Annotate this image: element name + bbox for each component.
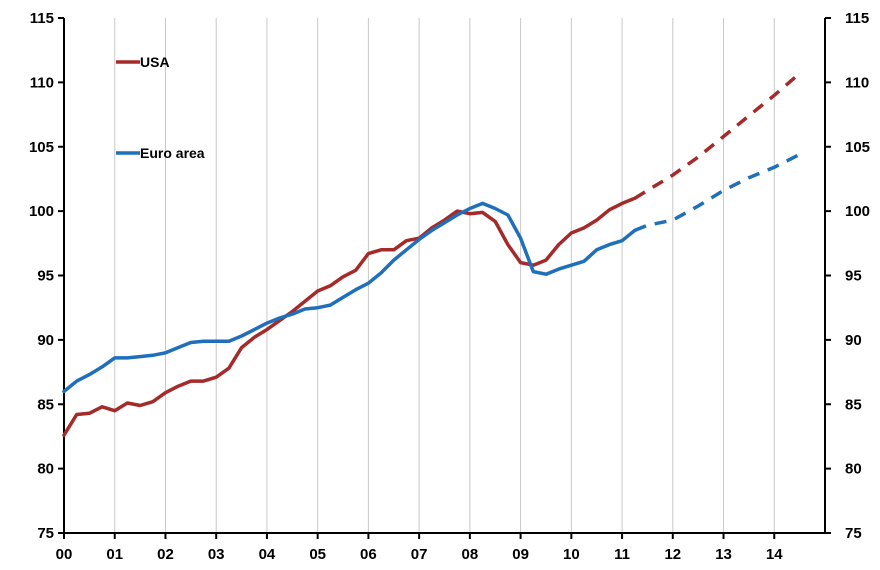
x-tick-label: 01: [106, 546, 123, 563]
vertical-gridlines: [114, 18, 775, 533]
usa-legend-label: USA: [140, 54, 170, 70]
x-tick-label: 14: [766, 546, 783, 563]
x-tick-label: 06: [360, 546, 377, 563]
y-tick-label-right: 90: [845, 332, 862, 349]
y-axis-right-ticks: 75 80 85 90 95 100 105 110 115: [825, 10, 870, 542]
x-tick-label: 12: [664, 546, 681, 563]
x-tick-label: 02: [157, 546, 174, 563]
x-tick-label: 09: [512, 546, 529, 563]
x-tick-label: 10: [563, 546, 580, 563]
y-tick-label-left: 90: [37, 332, 54, 349]
x-tick-label: 11: [614, 546, 630, 563]
y-tick-label-right: 95: [845, 268, 862, 285]
x-tick-label: 05: [309, 546, 326, 563]
y-tick-label-left: 85: [37, 396, 54, 413]
x-tick-label: 03: [208, 546, 225, 563]
y-tick-label-right: 105: [845, 139, 870, 156]
x-tick-label: 13: [715, 546, 732, 563]
y-tick-label-right: 85: [845, 396, 862, 413]
y-tick-label-right: 115: [845, 10, 869, 27]
y-tick-label-left: 110: [30, 74, 54, 91]
x-tick-label: 07: [411, 546, 428, 563]
x-tick-label: 04: [259, 546, 276, 563]
x-tick-label: 08: [462, 546, 479, 563]
euro-area-actual-line: [62, 201, 637, 394]
y-tick-label-right: 80: [845, 461, 862, 478]
series-lines: [62, 72, 801, 437]
y-tick-label-left: 105: [29, 139, 54, 156]
x-axis-ticks: 00 01 02 03 04 05 06 07 08 09 10 11 12 13 14: [56, 533, 783, 563]
y-tick-label-left: 75: [37, 525, 54, 542]
legend: USA Euro area: [116, 54, 205, 161]
y-tick-label-left: 80: [37, 461, 54, 478]
usa-projection-line: [633, 72, 801, 200]
axes: [63, 18, 826, 534]
y-tick-label-left: 100: [29, 203, 54, 220]
y-tick-label-right: 110: [845, 74, 869, 91]
usa-actual-line: [62, 196, 637, 437]
y-tick-label-right: 75: [845, 525, 862, 542]
y-tick-label-right: 100: [845, 203, 870, 220]
y-tick-label-left: 95: [37, 268, 54, 285]
y-axis-left-ticks: 75 80 85 90 95 100 105 110 115: [29, 10, 64, 542]
x-tick-label: 00: [56, 546, 73, 563]
y-tick-label-left: 115: [30, 10, 54, 27]
euro-area-legend-label: Euro area: [140, 145, 205, 161]
euro-area-projection-line: [634, 152, 801, 233]
